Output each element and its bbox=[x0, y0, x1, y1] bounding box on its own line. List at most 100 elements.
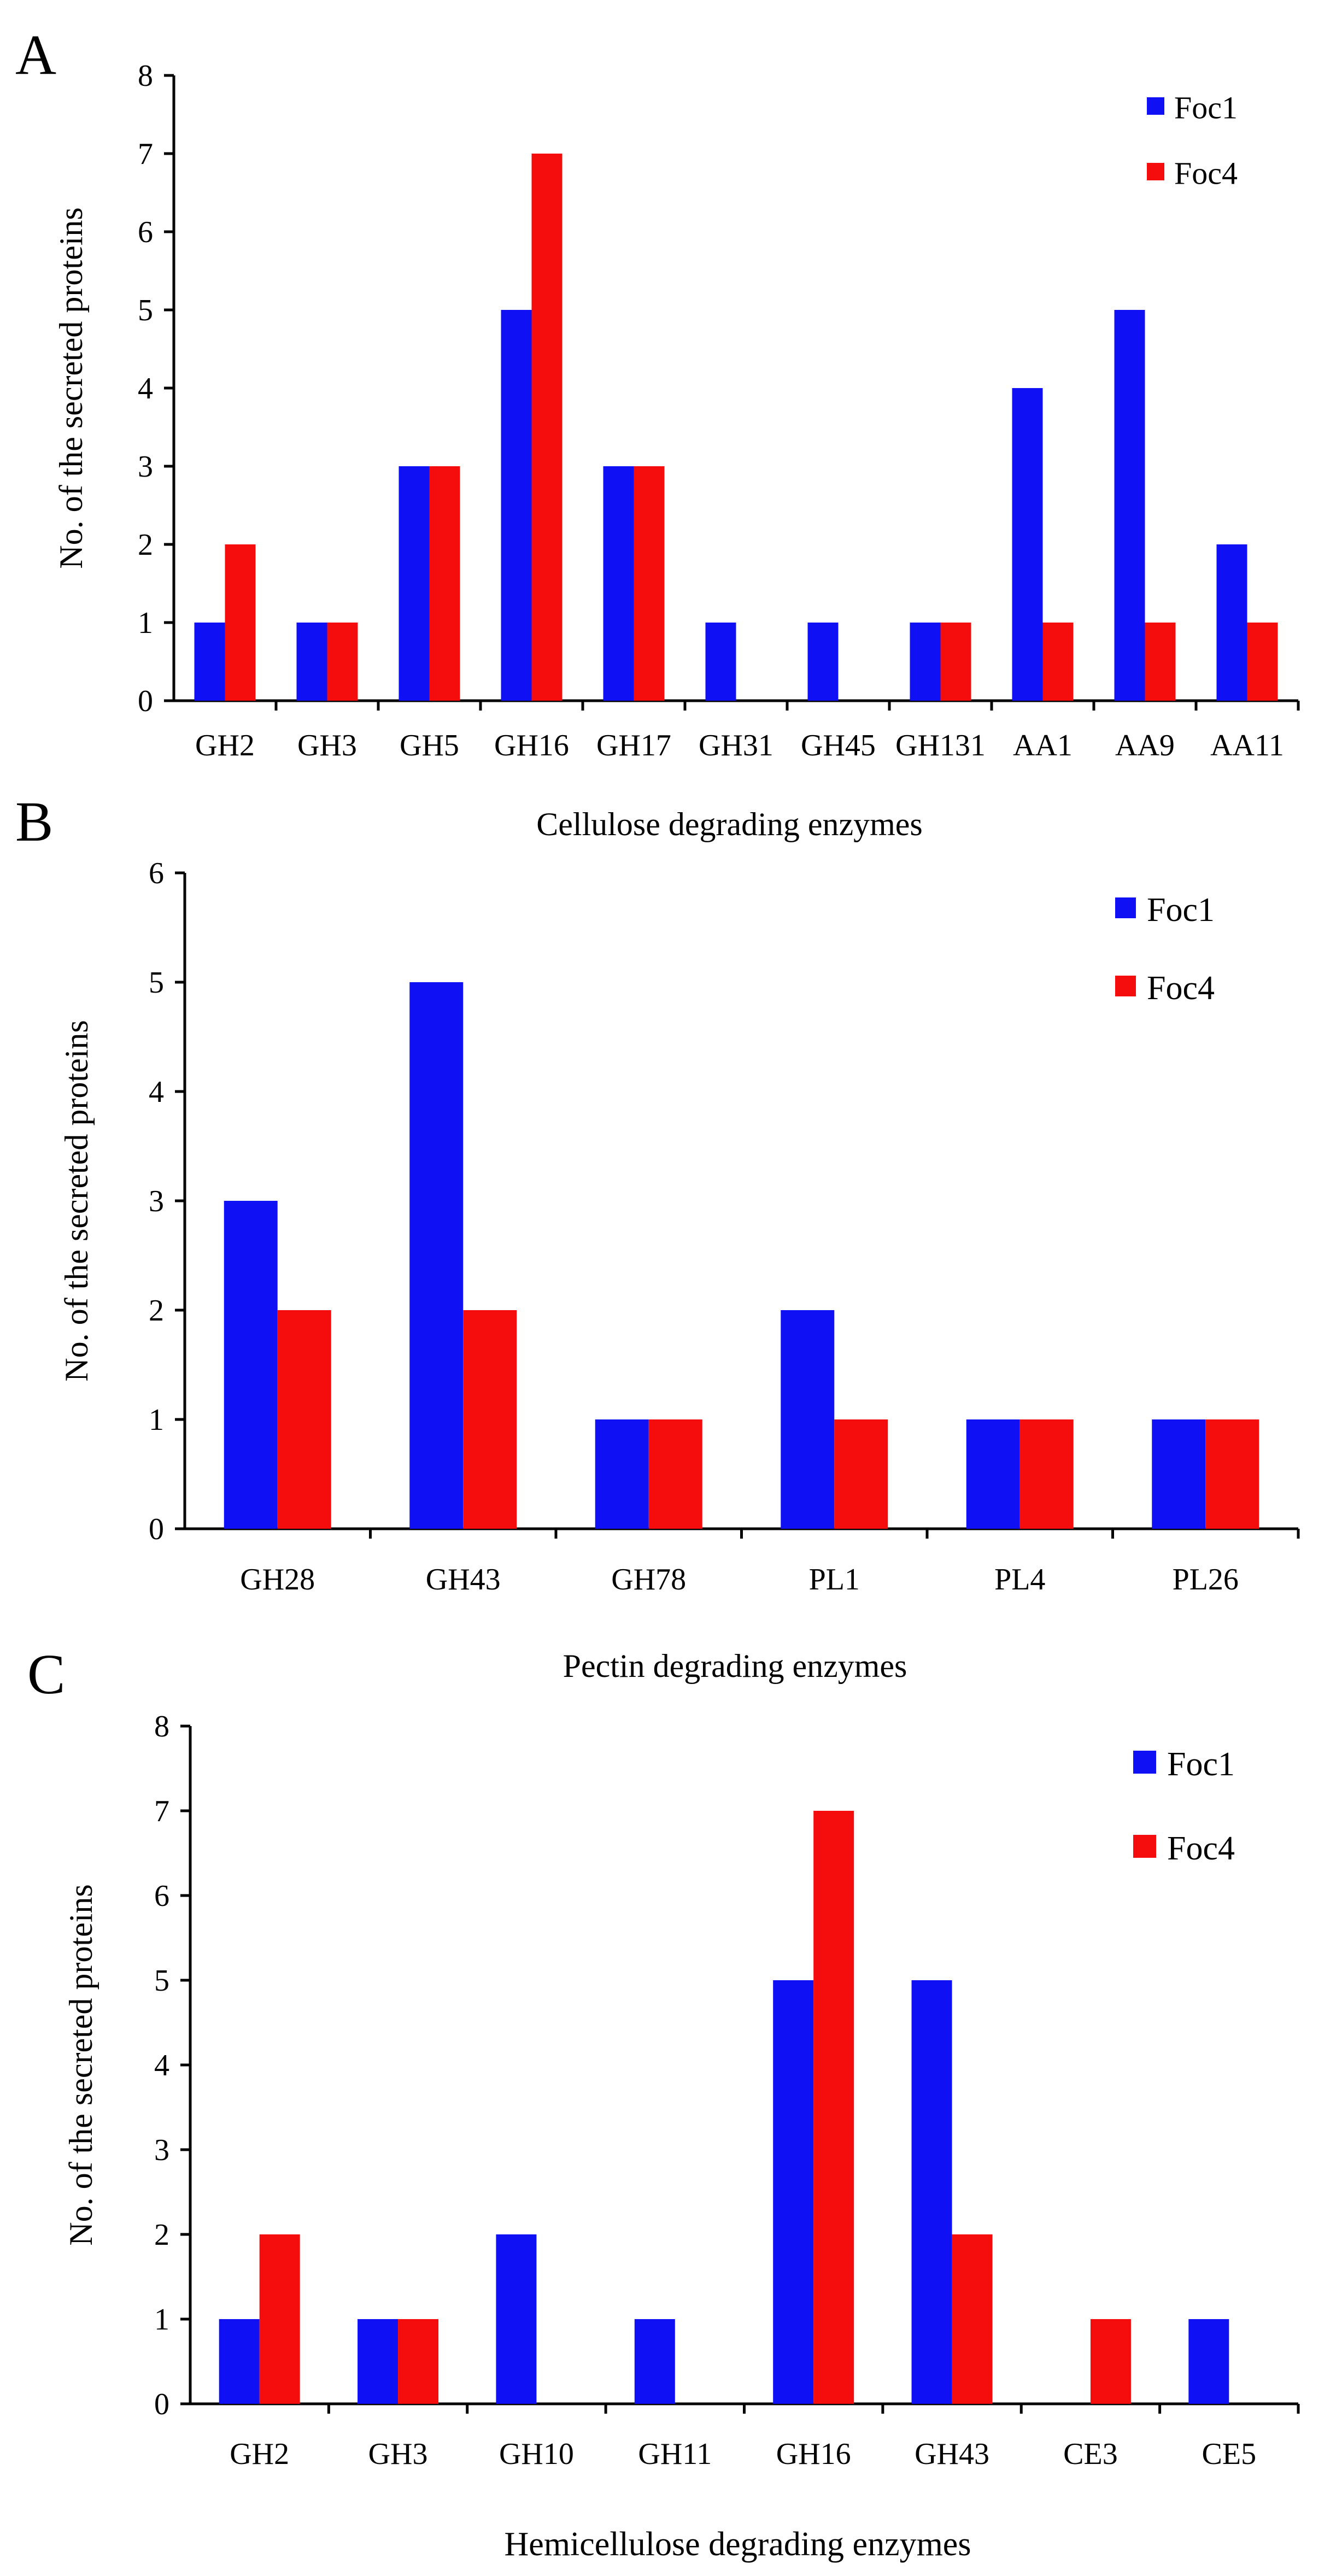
bar-foc4-gh131 bbox=[940, 623, 971, 701]
y-axis-title: No. of the secreted proteins bbox=[53, 207, 89, 568]
legend-label-foc4: Foc4 bbox=[1147, 970, 1215, 1007]
x-category-label: GH31 bbox=[699, 729, 773, 762]
x-axis-title: Hemicellulose degrading enzymes bbox=[505, 2526, 971, 2563]
x-category-label: GH78 bbox=[611, 1563, 686, 1597]
x-category-label: AA1 bbox=[1013, 729, 1073, 762]
bar-foc4-ce3 bbox=[1090, 2319, 1131, 2404]
bar-foc1-gh16 bbox=[773, 1980, 814, 2404]
bar-foc1-pl26 bbox=[1152, 1419, 1206, 1529]
bar-foc4-pl1 bbox=[834, 1419, 888, 1529]
y-tick-label: 6 bbox=[149, 856, 164, 890]
panel-label: B bbox=[15, 790, 53, 853]
y-tick-label: 2 bbox=[149, 1294, 164, 1328]
x-category-label: GH2 bbox=[195, 729, 255, 762]
y-tick-label: 6 bbox=[138, 215, 153, 249]
legend-label-foc4: Foc4 bbox=[1167, 1830, 1235, 1867]
y-axis-title: No. of the secreted proteins bbox=[58, 1020, 95, 1381]
y-tick-label: 1 bbox=[154, 2303, 169, 2337]
bar-foc4-gh3 bbox=[398, 2319, 439, 2404]
x-category-label: GH11 bbox=[638, 2437, 712, 2471]
bar-foc4-pl26 bbox=[1205, 1419, 1259, 1529]
legend-swatch-foc4 bbox=[1147, 163, 1164, 180]
legend-label-foc1: Foc1 bbox=[1147, 891, 1215, 929]
chart-panel-a: A 0 1 2 3 4 5 6 7 8 GH2 GH3 GH5 GH16 GH17 GH31 GH45 GH131… bbox=[15, 24, 1300, 842]
bar-foc4-gh16 bbox=[531, 154, 562, 701]
bar-foc4-gh3 bbox=[327, 623, 358, 701]
y-tick-label: 8 bbox=[138, 59, 153, 93]
x-category-label: GH5 bbox=[400, 729, 459, 762]
bar-foc1-aa11 bbox=[1216, 544, 1247, 701]
bar-foc1-gh78 bbox=[595, 1419, 649, 1529]
y-tick-label: 4 bbox=[154, 2049, 169, 2082]
x-category-label: GH3 bbox=[297, 729, 357, 762]
bar-foc1-pl4 bbox=[966, 1419, 1020, 1529]
y-tick-label: 5 bbox=[154, 1964, 169, 1998]
y-tick-label: 0 bbox=[154, 2387, 169, 2421]
y-tick-label: 2 bbox=[138, 528, 153, 562]
panel-label: C bbox=[27, 1643, 65, 1706]
x-category-label: GH131 bbox=[895, 729, 986, 762]
y-tick-label: 3 bbox=[154, 2133, 169, 2167]
y-tick-label: 7 bbox=[138, 137, 153, 171]
x-category-label: AA11 bbox=[1210, 729, 1284, 762]
chart-panel-b: B 0 1 2 3 4 5 6 GH28 GH43 GH78 PL1 PL4 PL26 Pectin deg… bbox=[15, 790, 1300, 1684]
bar-foc1-gh45 bbox=[807, 623, 839, 701]
y-tick-label: 8 bbox=[154, 1710, 169, 1744]
bar-foc4-gh43 bbox=[952, 2234, 993, 2404]
bar-foc4-gh2 bbox=[225, 544, 256, 701]
bar-foc1-gh2 bbox=[219, 2319, 260, 2404]
x-category-label: GH43 bbox=[915, 2437, 989, 2471]
bar-foc4-gh43 bbox=[463, 1310, 517, 1529]
chart-panel-c: C 0 1 2 3 4 5 6 7 8 GH2 GH3 GH10 GH11 GH16 GH43 CE3 CE5 He… bbox=[27, 1643, 1300, 2563]
x-category-label: GH16 bbox=[494, 729, 569, 762]
x-category-label: GH43 bbox=[426, 1563, 501, 1597]
bar-foc1-gh11 bbox=[634, 2319, 675, 2404]
legend-swatch-foc4 bbox=[1115, 976, 1136, 996]
bar-foc1-gh31 bbox=[705, 623, 736, 701]
bar-foc1-gh17 bbox=[603, 466, 634, 701]
legend-label-foc1: Foc1 bbox=[1174, 90, 1238, 126]
bar-foc4-gh16 bbox=[813, 1811, 854, 2404]
x-category-label: GH10 bbox=[499, 2437, 574, 2471]
y-axis-title: No. of the secreted proteins bbox=[63, 1884, 99, 2245]
y-tick-label: 4 bbox=[138, 372, 153, 406]
bar-foc1-ce5 bbox=[1188, 2319, 1229, 2404]
x-category-label: PL1 bbox=[809, 1563, 860, 1597]
legend: Foc1 Foc4 bbox=[1115, 891, 1215, 1007]
bar-foc4-gh5 bbox=[429, 466, 460, 701]
legend-swatch-foc1 bbox=[1133, 1751, 1156, 1774]
x-category-label: GH17 bbox=[596, 729, 671, 762]
x-category-label: CE5 bbox=[1202, 2437, 1257, 2471]
bar-foc1-gh43 bbox=[911, 1980, 952, 2404]
x-category-label: AA9 bbox=[1115, 729, 1175, 762]
x-category-label: GH28 bbox=[240, 1563, 315, 1597]
bar-foc1-aa9 bbox=[1114, 310, 1145, 701]
bar-foc4-gh28 bbox=[277, 1310, 331, 1529]
x-category-label: GH16 bbox=[776, 2437, 851, 2471]
bar-foc4-aa11 bbox=[1247, 623, 1278, 701]
panel-label: A bbox=[15, 24, 56, 86]
x-category-label: GH3 bbox=[368, 2437, 428, 2471]
bar-foc1-gh5 bbox=[399, 466, 430, 701]
bar-foc4-pl4 bbox=[1019, 1419, 1074, 1529]
bar-foc1-gh16 bbox=[501, 310, 532, 701]
bar-foc4-gh2 bbox=[259, 2234, 300, 2404]
bar-foc1-gh43 bbox=[409, 982, 464, 1529]
y-tick-label: 0 bbox=[149, 1512, 164, 1546]
y-tick-label: 1 bbox=[138, 606, 153, 640]
x-category-label: GH45 bbox=[801, 729, 876, 762]
legend: Foc1 Foc4 bbox=[1133, 1746, 1235, 1867]
bar-foc1-gh131 bbox=[910, 623, 941, 701]
y-tick-label: 0 bbox=[138, 684, 153, 718]
bar-foc4-gh78 bbox=[648, 1419, 702, 1529]
legend-swatch-foc4 bbox=[1133, 1835, 1156, 1858]
legend-label-foc4: Foc4 bbox=[1174, 156, 1238, 191]
legend-swatch-foc1 bbox=[1115, 897, 1136, 918]
y-tick-label: 3 bbox=[149, 1184, 164, 1218]
x-category-label: CE3 bbox=[1063, 2437, 1118, 2471]
bar-foc1-aa1 bbox=[1012, 388, 1043, 701]
y-tick-label: 5 bbox=[138, 294, 153, 327]
y-tick-label: 5 bbox=[149, 966, 164, 1000]
bar-foc4-aa1 bbox=[1042, 623, 1074, 701]
